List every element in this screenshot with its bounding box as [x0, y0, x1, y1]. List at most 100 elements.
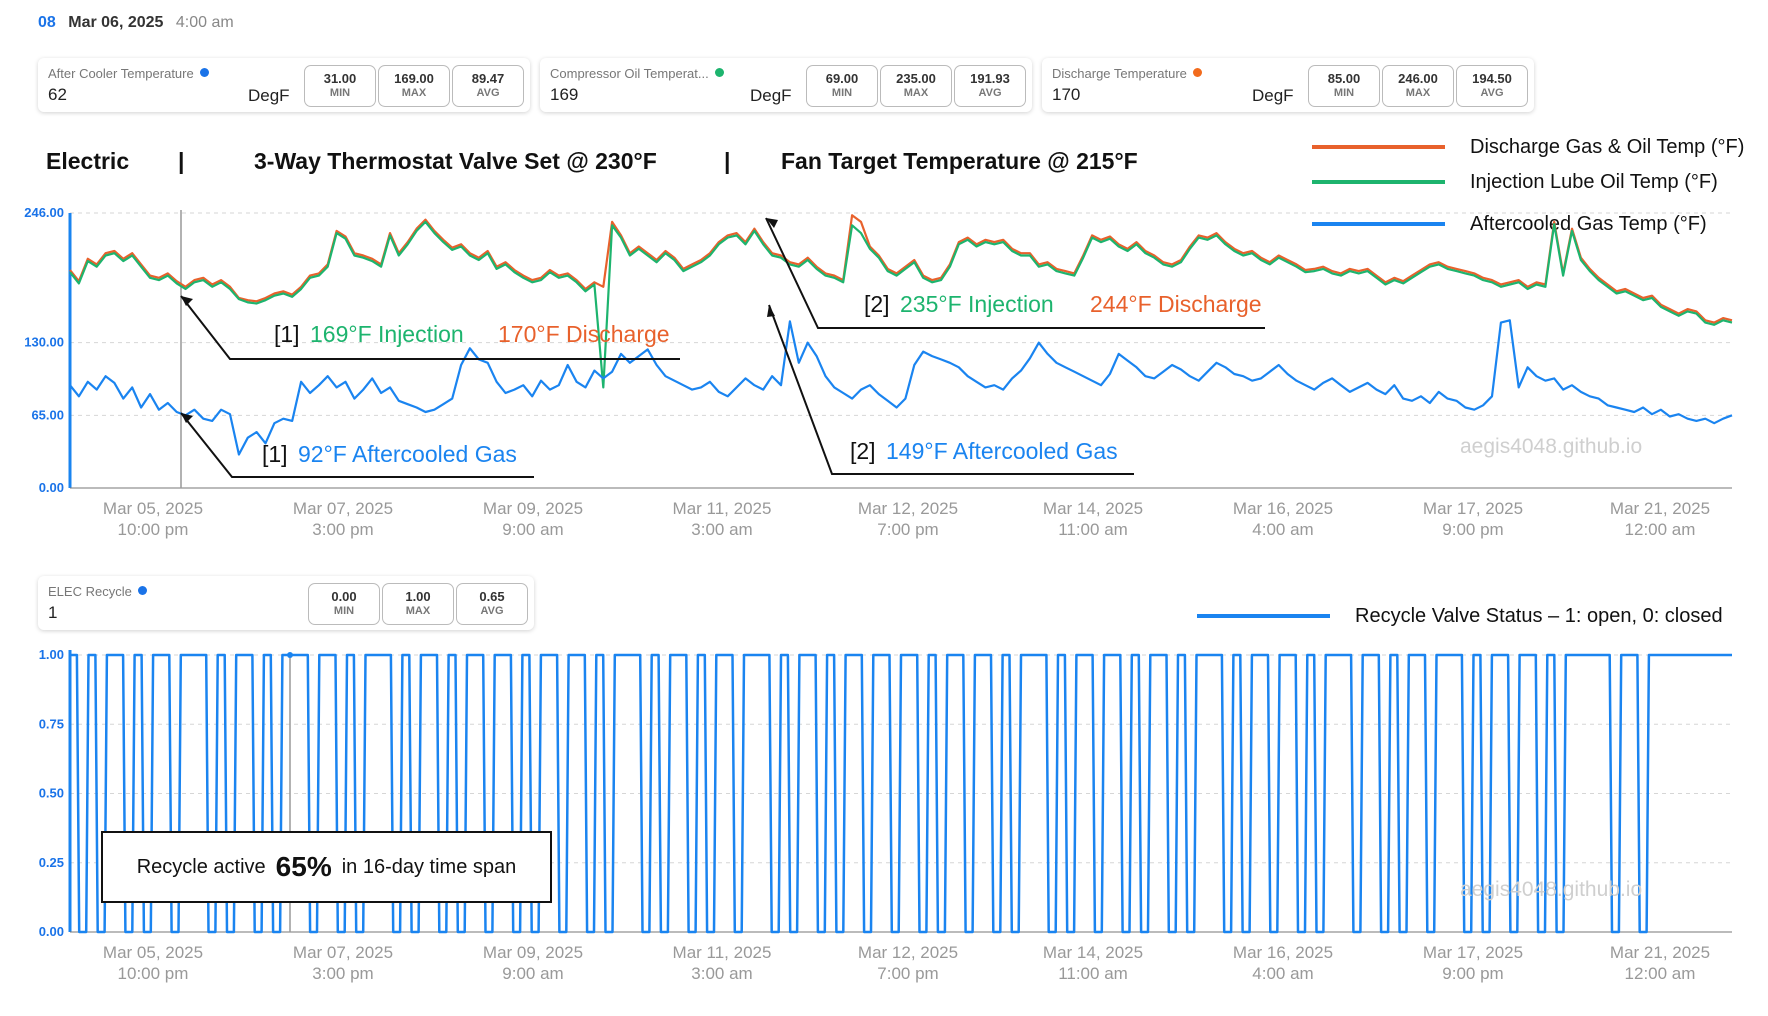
x-tick-label: 4:00 am — [1252, 964, 1313, 983]
x-tick-label: Mar 11, 2025 — [673, 943, 772, 962]
x-tick-label: Mar 14, 2025 — [1043, 499, 1143, 518]
y-tick-label: 246.00 — [24, 205, 64, 220]
banner-separator: | — [724, 148, 731, 174]
annotation-1-gas: [1] 92°F Aftercooled Gas — [180, 412, 534, 478]
temperature-chart: 0.00 65.00 130.00 246.00 Mar 05, 2025 10:00 … — [24, 205, 1733, 539]
recycle-summary-percent: 65% — [275, 851, 332, 882]
x-tick-label: 3:00 pm — [312, 520, 373, 539]
x-tick-label: Mar 21, 2025 — [1610, 943, 1710, 962]
y-tick-label: 1.00 — [39, 647, 64, 662]
sensor-card-recycle[interactable]: ELEC Recycle 1 0.00 MIN 1.00 MAX 0.65 AVG — [38, 576, 534, 630]
legend-injection: Injection Lube Oil Temp (°F) — [1470, 171, 1718, 193]
legend-swatch-aftercooled — [1312, 222, 1445, 226]
svg-text:92°F Aftercooled Gas: 92°F Aftercooled Gas — [298, 441, 517, 467]
x-tick-label: 3:00 am — [691, 964, 752, 983]
y-tick-label: 0.25 — [39, 855, 64, 870]
x-tick-label: Mar 14, 2025 — [1043, 943, 1143, 962]
stat-max: 1.00 MAX — [382, 583, 454, 625]
annotation-1-temps: [1] 169°F Injection 170°F Discharge — [180, 295, 680, 360]
x-tick-label: 12:00 am — [1625, 964, 1696, 983]
stat-max: 246.00 MAX — [1382, 65, 1454, 107]
x-tick-label: Mar 09, 2025 — [483, 499, 583, 518]
legend-discharge: Discharge Gas & Oil Temp (°F) — [1470, 136, 1745, 158]
annotation-2-gas: [2] 149°F Aftercooled Gas — [767, 304, 1134, 475]
sensor-name: Discharge Temperature — [1052, 66, 1187, 81]
stat-avg: 0.65 AVG — [456, 583, 528, 625]
banner-fan-target: Fan Target Temperature @ 215°F — [781, 148, 1138, 174]
stat-min: 0.00 MIN — [308, 583, 380, 625]
sensor-card-after-cooler[interactable]: After Cooler Temperature 62 DegF 31.00 MI… — [38, 58, 530, 112]
svg-text:244°F Discharge: 244°F Discharge — [1090, 291, 1262, 317]
timestamp-hour: 08 — [38, 14, 56, 31]
svg-text:149°F Aftercooled Gas: 149°F Aftercooled Gas — [886, 438, 1118, 464]
svg-text:[1]: [1] — [262, 441, 288, 467]
y-tick-label: 0.00 — [39, 924, 64, 939]
y-tick-label: 130.00 — [24, 335, 64, 350]
sensor-card-compressor-oil[interactable]: Compressor Oil Temperat... 169 DegF 69.0… — [540, 58, 1032, 112]
svg-text:[2]: [2] — [864, 291, 890, 317]
legend-swatch-discharge — [1312, 145, 1445, 149]
x-tick-label: Mar 11, 2025 — [673, 499, 772, 518]
legend-swatch-recycle — [1197, 614, 1330, 618]
legend-aftercooled: Aftercooled Gas Temp (°F) — [1470, 213, 1707, 235]
x-tick-label: 11:00 am — [1058, 964, 1128, 983]
sensor-card-discharge[interactable]: Discharge Temperature 170 DegF 85.00 MIN … — [1042, 58, 1534, 112]
stat-min: 69.00 MIN — [806, 65, 878, 107]
x-tick-label: Mar 07, 2025 — [293, 943, 393, 962]
stat-min: 31.00 MIN — [304, 65, 376, 107]
x-tick-label: Mar 16, 2025 — [1233, 499, 1333, 518]
x-tick-label: Mar 05, 2025 — [103, 499, 203, 518]
sensor-unit: DegF — [248, 86, 290, 105]
y-tick-label: 0.50 — [39, 786, 64, 801]
sensor-value: 62 — [48, 85, 67, 104]
svg-text:[1]: [1] — [274, 321, 300, 347]
sensor-value: 170 — [1052, 85, 1081, 104]
x-tick-label: 9:00 am — [502, 520, 563, 539]
x-tick-label: 4:00 am — [1252, 520, 1313, 539]
series-dot-icon — [1192, 68, 1202, 77]
sensor-name: After Cooler Temperature — [48, 66, 194, 81]
x-tick-label: 11:00 am — [1058, 520, 1128, 539]
recycle-summary-box: Recycle active 65% in 16-day time span — [101, 831, 552, 903]
x-tick-label: 7:00 pm — [877, 964, 938, 983]
svg-text:235°F Injection: 235°F Injection — [900, 291, 1054, 317]
x-tick-label: 3:00 am — [691, 520, 752, 539]
x-tick-label: 9:00 pm — [1442, 964, 1503, 983]
timestamp-time: 4:00 am — [175, 14, 234, 31]
stat-max: 169.00 MAX — [378, 65, 450, 107]
x-tick-label: 3:00 pm — [312, 964, 373, 983]
x-tick-label: 9:00 pm — [1442, 520, 1503, 539]
y-tick-label: 65.00 — [31, 407, 64, 422]
stat-avg: 191.93 AVG — [954, 65, 1026, 107]
series-dot-icon — [199, 68, 209, 77]
watermark: aegis4048.github.io — [1460, 435, 1642, 458]
timestamp-header: 08 Mar 06, 2025 4:00 am — [38, 14, 234, 32]
svg-text:169°F Injection: 169°F Injection — [310, 321, 464, 347]
x-tick-label: Mar 17, 2025 — [1423, 943, 1523, 962]
x-tick-label: 7:00 pm — [877, 520, 938, 539]
timestamp-date: Mar 06, 2025 — [68, 14, 164, 31]
sensor-name: ELEC Recycle — [48, 584, 132, 599]
y-tick-label: 0.75 — [39, 716, 64, 731]
y-tick-label: 0.00 — [39, 480, 64, 495]
legend-swatch-injection — [1312, 180, 1445, 184]
sensor-unit: DegF — [750, 86, 792, 105]
legend-recycle: Recycle Valve Status – 1: open, 0: close… — [1355, 605, 1723, 627]
banner-mode: Electric — [46, 148, 130, 174]
x-tick-label: Mar 16, 2025 — [1233, 943, 1333, 962]
series-dot-icon — [714, 68, 724, 77]
x-tick-label: Mar 12, 2025 — [858, 943, 958, 962]
sensor-unit: DegF — [1252, 86, 1294, 105]
series-line-2 — [69, 319, 1733, 456]
x-tick-label: 12:00 am — [1625, 520, 1696, 539]
stat-avg: 89.47 AVG — [452, 65, 524, 107]
recycle-summary-suffix: in 16-day time span — [341, 855, 517, 878]
banner-separator: | — [178, 148, 185, 174]
series-line-0 — [70, 653, 1732, 934]
sensor-value: 1 — [48, 603, 58, 622]
recycle-summary-prefix: Recycle active — [136, 855, 266, 878]
x-tick-label: 9:00 am — [502, 964, 563, 983]
stat-avg: 194.50 AVG — [1456, 65, 1528, 107]
recycle-chart: 0.00 0.25 0.50 0.75 1.00 Mar 05, 2025 10:00 p… — [39, 647, 1732, 983]
x-tick-label: 10:00 pm — [118, 964, 189, 983]
